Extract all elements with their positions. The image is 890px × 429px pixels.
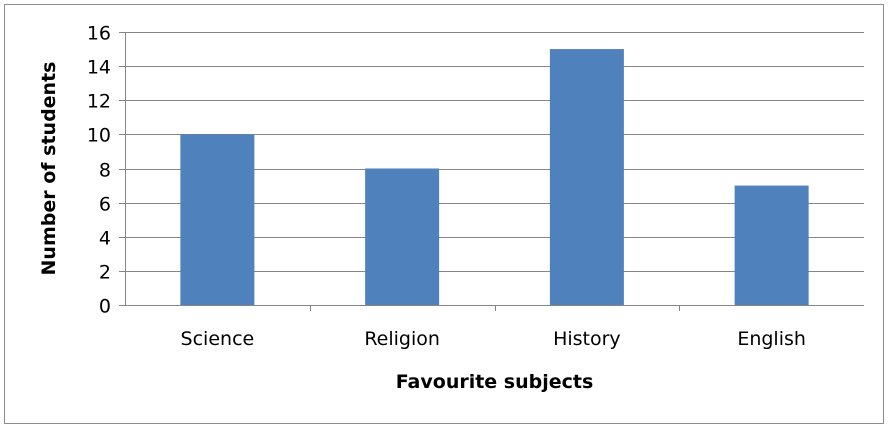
bar-science <box>180 134 255 305</box>
y-tick-label-14: 14 <box>87 57 111 79</box>
x-tick-labels: Science Religion History English <box>181 328 806 350</box>
y-tick-labels: 0 2 4 6 8 10 12 14 16 <box>87 23 111 318</box>
y-tick-label-2: 2 <box>99 262 111 284</box>
bar-religion <box>365 168 440 305</box>
x-tick-label-english: English <box>737 328 806 350</box>
x-tick-label-religion: Religion <box>364 328 440 350</box>
x-axis-title: Favourite subjects <box>396 371 594 393</box>
x-tick-label-science: Science <box>181 328 255 350</box>
bar-english <box>734 185 809 305</box>
y-axis-title: Number of students <box>38 62 60 276</box>
x-tick-label-history: History <box>553 328 621 350</box>
y-tick-label-12: 12 <box>87 91 111 113</box>
y-tick-label-0: 0 <box>99 296 111 318</box>
y-tick-label-4: 4 <box>99 228 111 250</box>
bar-history <box>549 49 624 305</box>
y-tick-label-16: 16 <box>87 23 111 45</box>
y-tick-label-10: 10 <box>87 125 111 147</box>
bars <box>180 49 809 305</box>
y-tick-label-6: 6 <box>99 194 111 216</box>
axes <box>119 32 864 311</box>
y-tick-label-8: 8 <box>99 160 111 182</box>
